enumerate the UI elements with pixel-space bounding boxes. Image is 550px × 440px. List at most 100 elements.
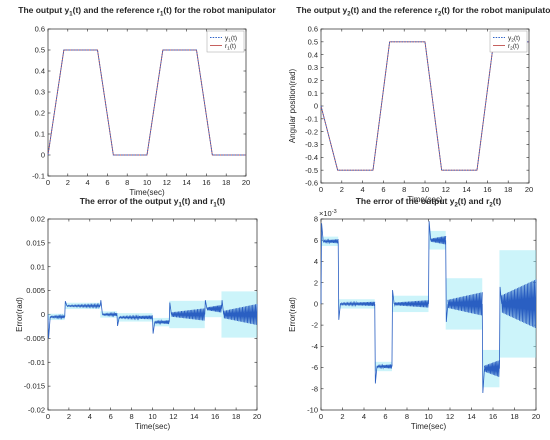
legend-suffix: (t) xyxy=(230,43,236,50)
axes-3: The error of the output y1(t) and r1(t)0… xyxy=(15,196,261,431)
y-tick-label: 0.005 xyxy=(26,286,45,295)
legend-base: r xyxy=(225,43,228,50)
y-tick-label: -0.015 xyxy=(24,382,45,391)
title-part: (t) and the reference r xyxy=(73,5,161,15)
title-subscript: 2 xyxy=(347,12,351,18)
x-tick-label: 0 xyxy=(319,412,323,421)
y-exponent: ×10-3 xyxy=(319,209,337,218)
y-tick-label: 0 xyxy=(314,299,318,308)
y-tick-label: -0.6 xyxy=(305,179,318,188)
title-part: The error of the output y xyxy=(80,196,179,206)
title-subscript: 2 xyxy=(438,12,442,18)
error-segment xyxy=(501,279,537,328)
chart-title: The error of the output y1(t) and r1(t) xyxy=(80,196,226,209)
y-tick-label: -0.02 xyxy=(28,406,45,415)
error-transient xyxy=(481,303,485,394)
error-segment xyxy=(206,304,222,313)
x-tick-label: 18 xyxy=(504,185,512,194)
legend: y1(t)r1(t) xyxy=(206,30,245,53)
x-tick-label: 0 xyxy=(46,178,50,187)
y-tick-label: 0.3 xyxy=(35,88,45,97)
x-tick-label: 4 xyxy=(86,178,90,187)
x-tick-label: 14 xyxy=(467,412,475,421)
y-tick-label: -4 xyxy=(311,342,318,351)
y-tick-label: 0.01 xyxy=(30,262,45,271)
legend-suffix: (t) xyxy=(513,43,519,50)
title-part: The output y xyxy=(296,5,347,15)
error-transient xyxy=(320,223,324,304)
x-tick-label: 12 xyxy=(442,185,450,194)
error-segment xyxy=(430,235,447,245)
x-tick-label: 16 xyxy=(202,178,210,187)
y-tick-label: 0.6 xyxy=(308,25,318,34)
y-tick-label: 2 xyxy=(314,278,318,287)
y-tick-label: 0.2 xyxy=(35,109,45,118)
error-transient xyxy=(168,302,172,323)
error-segment xyxy=(118,314,153,321)
error-segment xyxy=(339,300,376,307)
title-part: (t) xyxy=(217,196,226,206)
legend-suffix: (t) xyxy=(231,35,237,42)
y-tick-label: -6 xyxy=(311,363,318,372)
chart-title: The output y2(t) and the reference r2(t)… xyxy=(296,5,550,18)
x-tick-label: 16 xyxy=(483,185,491,194)
x-tick-label: 8 xyxy=(125,178,129,187)
x-tick-label: 6 xyxy=(105,178,109,187)
x-tick-label: 18 xyxy=(222,178,230,187)
output-series xyxy=(47,49,246,156)
y-tick-label: -0.1 xyxy=(305,114,318,123)
title-part: (t) and the reference r xyxy=(351,5,439,15)
x-tick-label: 0 xyxy=(319,185,323,194)
y-exponent-base: ×10 xyxy=(319,209,332,218)
x-tick-label: 2 xyxy=(67,412,71,421)
error-transient xyxy=(152,317,156,334)
x-tick-label: 0 xyxy=(46,412,50,421)
error-transient xyxy=(337,241,341,320)
error-transient xyxy=(47,314,51,339)
plot-frame xyxy=(47,218,258,411)
y-tick-label: -0.2 xyxy=(305,127,318,136)
x-tick-label: 12 xyxy=(163,178,171,187)
error-transient xyxy=(221,300,225,315)
legend-box xyxy=(489,30,528,53)
y-tick-label: 4 xyxy=(314,257,318,266)
y-tick-label: 0.02 xyxy=(30,215,45,224)
y-tick-label: 0.3 xyxy=(308,63,318,72)
y-tick-label: 0.2 xyxy=(308,76,318,85)
error-segment xyxy=(66,302,101,310)
y-tick-label: 0 xyxy=(41,151,45,160)
error-transient xyxy=(445,240,449,322)
error-segment xyxy=(376,363,393,370)
error-series xyxy=(320,221,537,394)
y-tick-label: 6 xyxy=(314,236,318,245)
x-tick-label: 4 xyxy=(88,412,92,421)
y-tick-label: -0.1 xyxy=(32,172,45,181)
x-tick-label: 14 xyxy=(462,185,470,194)
x-axis-label: Time(sec) xyxy=(411,422,447,431)
error-transient xyxy=(64,301,68,317)
y-tick-label: 0.015 xyxy=(26,238,45,247)
x-tick-label: 16 xyxy=(489,412,497,421)
y-tick-label: 0.1 xyxy=(35,130,45,139)
legend: y2(t)r2(t) xyxy=(489,30,528,53)
x-tick-label: 4 xyxy=(362,412,366,421)
legend-entry: y2(t) xyxy=(508,35,520,44)
title-part: (t) for the robot manipulator xyxy=(163,5,276,15)
y-tick-label: -0.4 xyxy=(305,153,318,162)
error-transient xyxy=(374,303,378,384)
error-transient xyxy=(499,286,503,369)
y-tick-label: -0.01 xyxy=(28,358,45,367)
x-tick-label: 6 xyxy=(383,412,387,421)
legend-sub: 1 xyxy=(228,37,231,43)
chart-title: The error of the output y2(t) and r2(t) xyxy=(356,196,502,209)
title-part: (t) and r xyxy=(182,196,214,206)
legend-suffix: (t) xyxy=(514,35,520,42)
title-subscript: 1 xyxy=(178,203,182,209)
y-axis-label: Error(rad) xyxy=(288,297,297,332)
y-tick-label: -0.005 xyxy=(24,334,45,343)
title-subscript: 2 xyxy=(454,203,458,209)
x-axis-label: Time(sec) xyxy=(135,422,171,431)
y-tick-label: -8 xyxy=(311,384,318,393)
y-tick-label: 0.4 xyxy=(35,67,45,76)
